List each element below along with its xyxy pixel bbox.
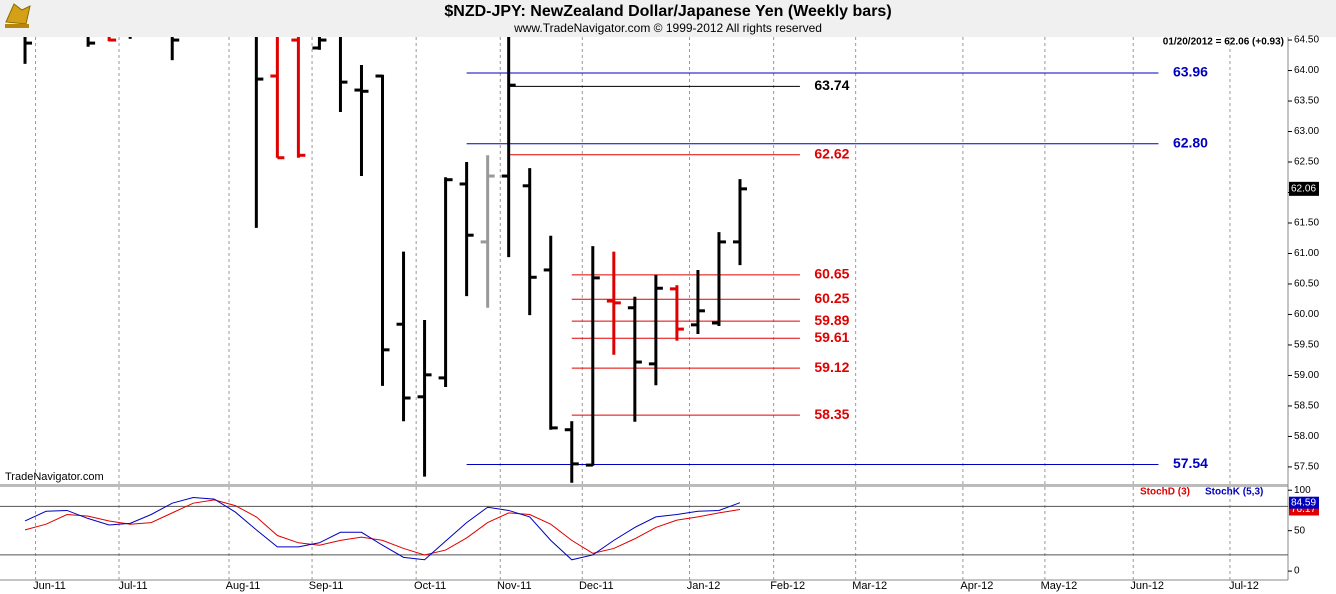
level-label: 63.96 [1173,64,1208,80]
x-tick-label: Nov-11 [497,580,532,592]
title-bar [0,0,1336,37]
y-tick-label: 60.50 [1294,279,1319,290]
x-tick-label: Feb-12 [770,580,805,592]
y-tick-label: 59.00 [1294,370,1319,381]
level-label: 58.35 [814,406,849,422]
price-info: 01/20/2012 = 62.06 (+0.93) [1163,37,1284,48]
level-label: 63.74 [814,77,849,93]
y-tick-label: 0 [1294,566,1300,577]
y-tick-label: 59.50 [1294,340,1319,351]
legend-entry: StochD (3) [1140,487,1190,498]
x-tick-label: Jun-11 [33,580,66,592]
x-tick-label: Oct-11 [414,580,446,592]
stoch-value-label: 84.59 [1291,497,1316,508]
stoch-value-label: 76.17 [1291,504,1316,515]
y-tick-label: 58.00 [1294,431,1319,442]
legend-entry: StochK (5,3) [1205,487,1263,498]
y-tick-label: 58.50 [1294,401,1319,412]
axes: Jun-11 Jul-11 Aug-11 Sep-11 Oct-11 Nov-11 Dec-… [33,35,1319,592]
x-tick-label: Aug-11 [226,580,261,592]
y-tick-label: 57.50 [1294,462,1319,473]
y-tick-label: 63.50 [1294,96,1319,107]
x-tick-label: Apr-12 [960,580,993,592]
chart-subtitle: www.TradeNavigator.com © 1999-2012 All r… [513,21,822,35]
x-tick-label: May-12 [1041,580,1078,592]
y-tick-label: 61.00 [1294,248,1319,259]
level-label: 60.25 [814,290,849,306]
stoch-line [24,497,741,561]
x-tick-label: Jun-12 [1130,580,1164,592]
x-tick-label: Jul-11 [118,580,147,592]
panel-separator [0,484,1288,487]
x-tick-label: Mar-12 [852,580,887,592]
level-label: 57.54 [1173,455,1208,471]
level-label: 59.12 [814,359,849,375]
y-tick-label: 62.50 [1294,157,1319,168]
x-tick-label: Jan-12 [687,580,721,592]
level-label: 59.61 [814,329,849,345]
level-label: 60.65 [814,266,849,282]
stoch-value-box [1289,503,1319,516]
logo [5,3,31,28]
stoch-value-box [1289,496,1319,509]
y-tick-label: 64.00 [1294,65,1319,76]
x-tick-label: Jul-12 [1229,580,1259,592]
level-label: 62.62 [814,145,849,161]
chart-title: $NZD-JPY: NewZealand Dollar/Japanese Yen… [444,3,891,20]
level-label: 62.80 [1173,134,1208,150]
last-price-label: 62.06 [1291,183,1316,194]
last-price-box [1289,181,1319,196]
y-tick-label: 60.00 [1294,309,1319,320]
y-tick-label: 50 [1294,525,1306,536]
y-tick-label: 63.00 [1294,126,1319,137]
stoch-line [24,499,741,556]
level-label: 59.89 [814,312,849,328]
y-tick-label: 64.50 [1294,35,1319,46]
x-tick-label: Dec-11 [579,580,614,592]
y-tick-label: 61.50 [1294,218,1319,229]
x-tick-label: Sep-11 [309,580,344,592]
y-tick-label: 100 [1294,485,1311,496]
source-label: TradeNavigator.com [5,471,104,483]
stoch-panel [0,487,1288,580]
price-panel: 63.96 63.74 62.80 62.62 60.65 60.25 59.8959.61… [23,37,1231,484]
